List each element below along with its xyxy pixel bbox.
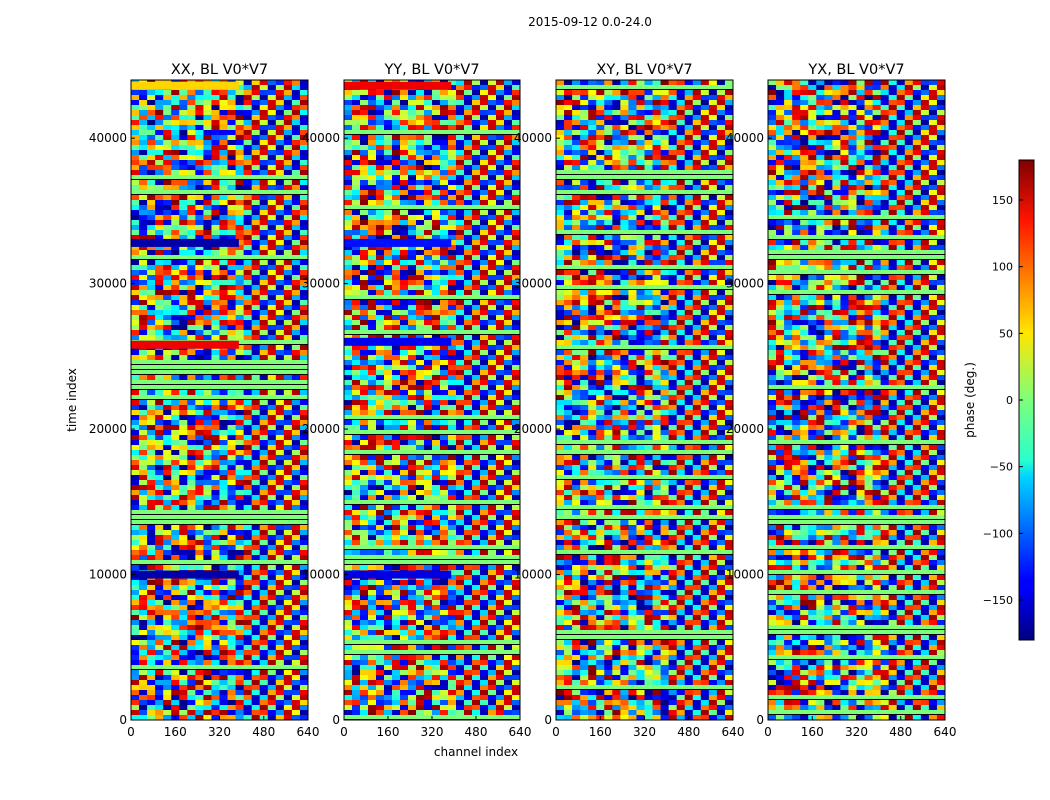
y-tick-label: 20000 <box>89 422 127 436</box>
phase-image-yy <box>344 80 521 720</box>
y-tick-label: 0 <box>332 713 340 727</box>
panel-xy: XY, BL V0*V7 0 160 320 480 640 0 10000 20000 30… <box>514 62 745 739</box>
x-tick-label: 640 <box>934 725 957 739</box>
x-tick-label: 320 <box>208 725 231 739</box>
y-tick-label: 30000 <box>302 277 340 291</box>
x-tick-label: 160 <box>801 725 824 739</box>
x-tick-label: 320 <box>845 725 868 739</box>
band-yy-2 <box>344 238 452 247</box>
x-tick-label: 160 <box>164 725 187 739</box>
colorbar: 150 100 50 0 −50 −100 −150 phase (deg.) <box>963 159 1035 641</box>
colorbar-tick-label: 100 <box>992 261 1013 274</box>
x-tick-label: 0 <box>552 725 560 739</box>
y-tick-label: 10000 <box>726 568 764 582</box>
phase-image-xy <box>556 80 734 720</box>
x-tick-label: 0 <box>764 725 772 739</box>
colorbar-ticks: 150 100 50 0 −50 −100 −150 <box>983 194 1023 607</box>
band-xx-1 <box>131 340 239 349</box>
y-tick-label: 20000 <box>302 422 340 436</box>
panel-title-yy: YY, BL V0*V7 <box>383 62 479 78</box>
colorbar-tick-label: 50 <box>999 327 1013 340</box>
y-tick-label: 0 <box>119 713 127 727</box>
x-tick-label: 480 <box>252 725 275 739</box>
y-tick-label: 30000 <box>514 277 552 291</box>
x-tick-label: 0 <box>340 725 348 739</box>
colorbar-tick-label: −150 <box>983 594 1013 607</box>
y-tick-label: 20000 <box>514 422 552 436</box>
x-tick-label: 160 <box>589 725 612 739</box>
x-tick-label: 0 <box>127 725 135 739</box>
band-xx-0 <box>131 570 239 579</box>
panel-title-xx: XX, BL V0*V7 <box>171 62 268 78</box>
y-ticks-xy: 0 10000 20000 30000 40000 <box>514 131 560 727</box>
y-axis-label: time index <box>65 368 79 432</box>
y-tick-label: 40000 <box>514 131 552 145</box>
y-ticks-yy: 0 10000 20000 30000 40000 <box>302 131 348 727</box>
x-tick-label: 480 <box>677 725 700 739</box>
y-tick-label: 0 <box>756 713 764 727</box>
y-tick-label: 20000 <box>726 422 764 436</box>
heatmap-yx <box>768 80 946 720</box>
band-yy-1 <box>344 337 452 346</box>
y-tick-label: 0 <box>544 713 552 727</box>
panel-title-xy: XY, BL V0*V7 <box>596 62 692 78</box>
y-tick-label: 10000 <box>89 568 127 582</box>
colorbar-tick-label: −50 <box>990 461 1013 474</box>
heatmap-yy <box>344 80 521 720</box>
x-tick-label: 640 <box>509 725 532 739</box>
x-ticks-yx: 0 160 320 480 640 <box>764 716 956 739</box>
y-tick-label: 40000 <box>726 131 764 145</box>
x-tick-label: 320 <box>633 725 656 739</box>
x-ticks-yy: 0 160 320 480 640 <box>340 716 531 739</box>
y-tick-label: 30000 <box>726 277 764 291</box>
band-xx-3 <box>131 81 239 90</box>
y-ticks-xx: 0 10000 20000 30000 40000 <box>89 131 135 727</box>
colorbar-label: phase (deg.) <box>963 362 977 438</box>
band-yy-3 <box>344 81 452 90</box>
y-tick-label: 30000 <box>89 277 127 291</box>
colorbar-tick-label: 0 <box>1006 394 1013 407</box>
x-ticks-xy: 0 160 320 480 640 <box>552 716 744 739</box>
y-tick-label: 40000 <box>89 131 127 145</box>
panel-xx: XX, BL V0*V7 0 160 320 480 640 0 10000 20000 30… <box>89 62 320 739</box>
x-tick-label: 480 <box>465 725 488 739</box>
x-axis-label: channel index <box>434 745 518 759</box>
heatmap-xx <box>131 80 309 720</box>
y-tick-label: 10000 <box>302 568 340 582</box>
panel-yy: YY, BL V0*V7 0 160 320 480 640 0 10000 20000 30… <box>302 62 532 739</box>
y-tick-label: 40000 <box>302 131 340 145</box>
heatmap-xy <box>556 80 734 720</box>
colorbar-tick-label: −100 <box>983 527 1013 540</box>
colorbar-tick-label: 150 <box>992 194 1013 207</box>
phase-image-yx <box>768 80 946 720</box>
band-yy-0 <box>344 570 452 579</box>
x-tick-label: 320 <box>421 725 444 739</box>
phase-image-xx <box>131 80 309 720</box>
x-ticks-xx: 0 160 320 480 640 <box>127 716 319 739</box>
panel-title-yx: YX, BL V0*V7 <box>807 62 904 78</box>
band-xx-2 <box>131 238 239 247</box>
x-tick-label: 640 <box>297 725 320 739</box>
x-tick-label: 640 <box>722 725 745 739</box>
x-tick-label: 480 <box>889 725 912 739</box>
figure-suptitle: 2015-09-12 0.0-24.0 <box>528 15 652 29</box>
x-tick-label: 160 <box>377 725 400 739</box>
panels: XX, BL V0*V7 0 160 320 480 640 0 10000 20000 30… <box>89 62 957 739</box>
y-tick-label: 10000 <box>514 568 552 582</box>
panel-yx: YX, BL V0*V7 0 160 320 480 640 0 10000 20000 30… <box>726 62 957 739</box>
y-ticks-yx: 0 10000 20000 30000 40000 <box>726 131 772 727</box>
